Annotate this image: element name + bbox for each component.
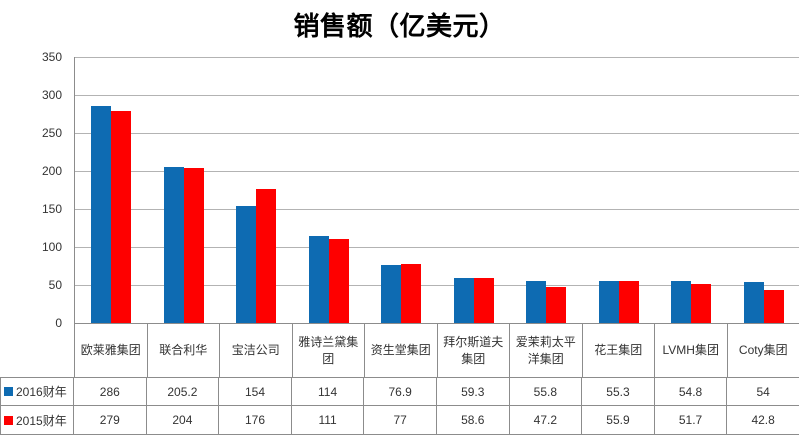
value-cell: 176: [219, 406, 292, 434]
category-cell: 拜尔斯道夫集团: [438, 324, 510, 377]
bar-2015财年-欧莱雅集团: [111, 111, 131, 323]
bar-2016财年-花王集团: [599, 281, 619, 323]
value-cell: 111: [292, 406, 365, 434]
y-tick-label-100: 100: [41, 240, 62, 254]
series-name: 2016财年: [16, 385, 67, 399]
bar-2016财年-拜尔斯道夫集团: [454, 278, 474, 323]
value-cell: 55.9: [582, 406, 655, 434]
bar-2015财年-资生堂集团: [401, 264, 421, 323]
value-cell: 55.8: [510, 378, 583, 405]
value-cell: 54.8: [655, 378, 728, 405]
y-tick-label-300: 300: [41, 88, 62, 102]
value-cell: 77: [364, 406, 437, 434]
bar-2016财年-爱茉莉太平洋集团: [526, 281, 546, 323]
bar-2015财年-联合利华: [184, 168, 204, 323]
value-cell: 58.6: [437, 406, 510, 434]
gridline-300: [75, 95, 799, 96]
chart-data-table: 2016财年 286 205.2 154 114 76.9 59.3 55.8 55.3 54.8…: [0, 377, 799, 435]
bar-2016财年-联合利华: [164, 167, 184, 323]
bar-2016财年-欧莱雅集团: [91, 106, 111, 323]
category-cell: 宝洁公司: [220, 324, 293, 377]
bar-2016财年-Coty集团: [744, 282, 764, 323]
gridline-100: [75, 247, 799, 248]
y-tick-label-0: 0: [55, 316, 62, 330]
bar-2016财年-雅诗兰黛集团: [309, 236, 329, 323]
bar-2016财年-资生堂集团: [381, 265, 401, 323]
category-axis-row: 欧莱雅集团 联合利华 宝洁公司 雅诗兰黛集团 资生堂集团 拜尔斯道夫集团 爱茉莉太平洋集团花…: [74, 323, 799, 377]
bar-2015财年-拜尔斯道夫集团: [474, 278, 494, 323]
bar-2015财年-LVMH集团: [691, 284, 711, 323]
gridline-150: [75, 209, 799, 210]
value-cell: 51.7: [655, 406, 728, 434]
y-tick-label-50: 50: [48, 278, 62, 292]
value-cell: 54: [756, 384, 770, 399]
category-cell: 花王集团: [583, 324, 655, 377]
category-cell: 爱茉莉太平洋集团: [510, 324, 583, 377]
gridline-350: [75, 57, 799, 58]
value-cell: 47.2: [510, 406, 583, 434]
gridline-250: [75, 133, 799, 134]
series-label-cell: 2015财年: [0, 406, 74, 434]
bar-2015财年-雅诗兰黛集团: [329, 239, 349, 323]
category-cell: 雅诗兰黛集团: [293, 324, 365, 377]
bar-2015财年-Coty集团: [764, 290, 784, 323]
value-cell: 204: [147, 406, 220, 434]
value-cell: 76.9: [364, 378, 437, 405]
category-cell: LVMH集团: [655, 324, 728, 377]
value-cell: 286: [74, 378, 147, 405]
gridline-50: [75, 285, 799, 286]
bar-2015财年-爱茉莉太平洋集团: [546, 287, 566, 323]
chart-title: 销售额（亿美元）: [293, 11, 506, 41]
series-label-cell: 2016财年: [0, 378, 74, 405]
value-cell: 205.2: [147, 378, 220, 405]
bar-2015财年-花王集团: [619, 281, 639, 323]
y-tick-label-350: 350: [41, 50, 62, 64]
value-cell: 154: [219, 378, 292, 405]
plot-area: [74, 57, 799, 323]
y-tick-label-200: 200: [41, 164, 62, 178]
bar-2015财年-宝洁公司: [256, 189, 276, 323]
legend-swatch-2016财年: [4, 387, 13, 396]
y-tick-label-150: 150: [41, 202, 62, 216]
value-cell: 55.3: [582, 378, 655, 405]
value-cell: 42.8: [751, 413, 775, 427]
gridline-200: [75, 171, 799, 172]
value-cell: 59.3: [437, 378, 510, 405]
category-cell: 欧莱雅集团: [75, 324, 148, 377]
table-row-2016财年: 2016财年 286 205.2 154 114 76.9 59.3 55.8 55.3 54.8…: [0, 377, 799, 406]
series-name: 2015财年: [16, 413, 67, 428]
category-cell: Coty集团: [738, 343, 788, 357]
table-row-2015财年: 2015财年 279 204 176 111 77 58.6 47.2 55.9 51.7 42.8: [0, 406, 799, 435]
bar-2016财年-宝洁公司: [236, 206, 256, 323]
value-cell: 114: [292, 378, 365, 405]
y-tick-label-250: 250: [41, 126, 62, 140]
category-cell: 资生堂集团: [365, 324, 438, 377]
category-cell: 联合利华: [148, 324, 220, 377]
bar-2016财年-LVMH集团: [671, 281, 691, 323]
legend-swatch-2015财年: [4, 415, 13, 425]
value-cell: 279: [74, 406, 147, 434]
